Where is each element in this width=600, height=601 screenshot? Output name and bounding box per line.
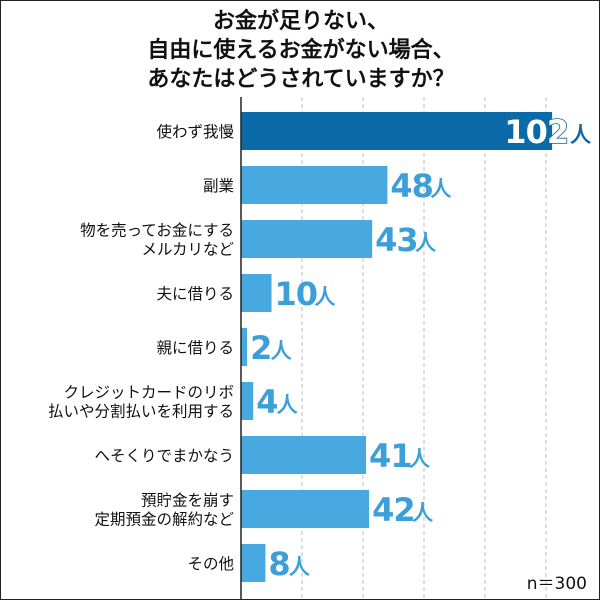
bar-3 <box>241 220 373 258</box>
value-unit-7: 人 <box>409 447 430 471</box>
category-label-8-line-1: 預貯金を崩す <box>141 492 234 510</box>
chart-title: お金が足りない、 自由に使えるお金がない場合、 あなたはどうされていますか？ <box>1 7 600 94</box>
title-line-1: お金が足りない、 <box>212 9 389 34</box>
bar-1 <box>241 112 553 150</box>
category-label-5: 親に借りる <box>156 339 234 357</box>
value-label-5: 2 <box>250 329 271 367</box>
value-label-2: 48 <box>390 167 433 205</box>
value-label-6: 4 <box>256 383 277 421</box>
bar-8 <box>241 490 370 528</box>
category-label-1: 使わず我慢 <box>156 123 234 141</box>
bar-2 <box>241 166 388 204</box>
category-label-6-line-1: クレジットカードのリボ <box>63 384 234 402</box>
bar-4 <box>241 274 272 312</box>
bar-5 <box>241 328 248 366</box>
value-unit-8: 人 <box>412 501 433 525</box>
value-label-8: 42 <box>372 491 415 529</box>
category-label-9: その他 <box>187 555 234 573</box>
category-label-2: 副業 <box>203 177 234 195</box>
category-label-7: へそくりでまかなう <box>94 447 234 465</box>
value-unit-3: 人 <box>415 231 436 255</box>
value-label-7: 41 <box>369 437 412 475</box>
sample-size-note: n＝300 <box>526 574 587 594</box>
category-label-6-line-2: 払いや分割払いを利用する <box>48 403 234 421</box>
title-line-2: 自由に使えるお金がない場合、 <box>147 38 455 63</box>
category-label-3-line-2: メルカリなど <box>141 241 234 259</box>
bar-9 <box>241 544 266 582</box>
value-unit-1: 人 <box>570 123 591 147</box>
category-label-3-line-1: 物を売ってお金にする <box>80 222 234 240</box>
bar-6 <box>241 382 254 420</box>
value-label-4: 10 <box>275 275 318 313</box>
value-label-1: 102 <box>504 113 568 151</box>
value-unit-9: 人 <box>289 555 310 579</box>
category-label-8-line-2: 定期預金の解約など <box>94 511 234 529</box>
value-unit-2: 人 <box>430 177 451 201</box>
value-unit-6: 人 <box>277 393 298 417</box>
value-unit-4: 人 <box>315 285 336 309</box>
title-line-3: あなたはどうされていますか？ <box>147 67 455 92</box>
value-unit-5: 人 <box>271 339 292 363</box>
category-label-4: 夫に借りる <box>156 285 234 303</box>
value-label-3: 43 <box>375 221 418 259</box>
bar-7 <box>241 436 367 474</box>
value-label-9: 8 <box>268 545 289 583</box>
